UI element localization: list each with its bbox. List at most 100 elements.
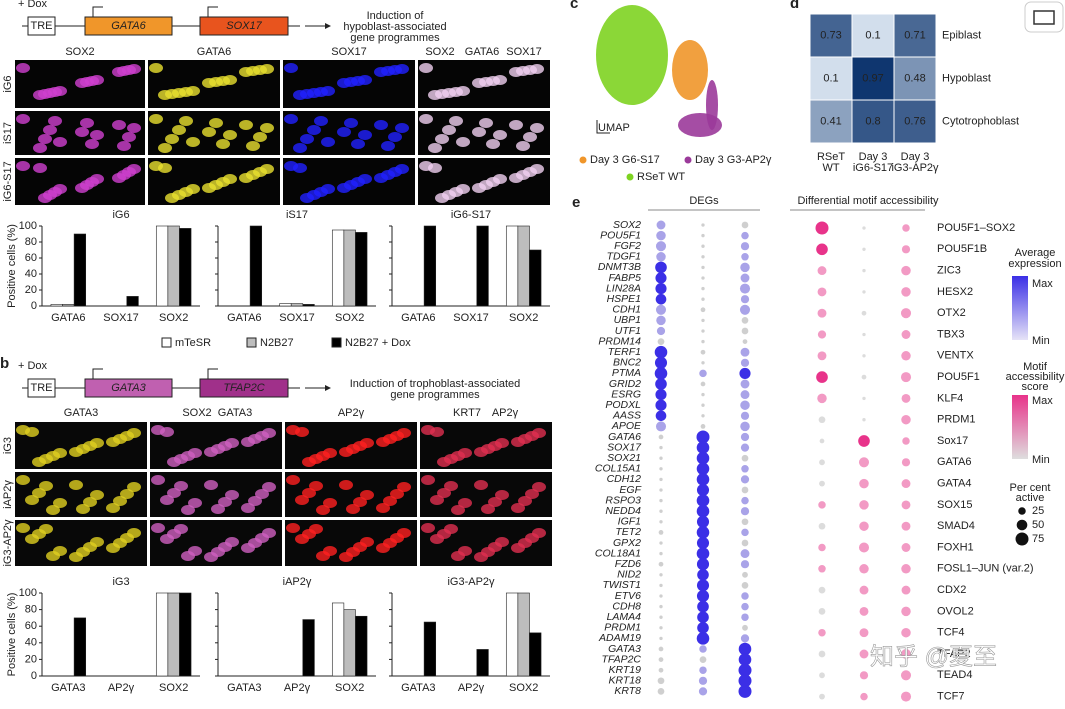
gene-dot (656, 230, 666, 241)
motif-label: CDX2 (937, 584, 966, 596)
dox-label: + Dox (18, 360, 48, 372)
nucleus (241, 503, 255, 513)
motif-dot (858, 542, 870, 553)
gene-dot (655, 272, 667, 284)
bar (302, 304, 315, 307)
nucleus (165, 134, 179, 144)
gene-label: PODXL (605, 399, 641, 411)
nucleus (419, 63, 433, 73)
nucleus (106, 437, 120, 447)
gene-dot (698, 676, 708, 685)
gene-dot (659, 626, 663, 630)
gene-label: TFAP2C (602, 653, 642, 665)
legend-title: Per cent (1010, 482, 1051, 494)
motif-label: GATA6 (937, 456, 971, 468)
image-label: KRT7 (453, 407, 481, 419)
nucleus (83, 497, 97, 507)
heatmap-cell (851, 56, 895, 101)
gene-dot (741, 221, 749, 229)
legend-label: Min (1032, 335, 1050, 347)
nucleus (523, 132, 537, 142)
motif-dot (901, 393, 911, 403)
motif-dot (900, 670, 912, 681)
legend-title: Average (1015, 247, 1056, 259)
row-label: Epiblast (942, 29, 981, 41)
gene-dot (740, 560, 750, 569)
gene-dot (698, 687, 708, 696)
legend-label: mTeSR (175, 337, 211, 349)
nucleus (149, 114, 163, 124)
motif-dot (901, 414, 911, 425)
bar (517, 592, 530, 677)
image-label: SOX17 (331, 46, 366, 58)
column-label: WT (822, 162, 839, 174)
nucleus (106, 543, 120, 553)
nucleus (223, 130, 237, 140)
gene-dot (658, 561, 664, 567)
motif-dot (817, 287, 827, 297)
nucleus (307, 125, 321, 135)
nucleus (53, 498, 67, 508)
motif-dot (900, 372, 912, 383)
gene-label: BNC2 (613, 357, 641, 369)
nucleus (248, 496, 262, 506)
nucleus (255, 489, 269, 499)
construct-box (199, 378, 289, 398)
gene-dot (655, 399, 667, 411)
nucleus (376, 543, 390, 553)
gene-dot (740, 400, 750, 410)
nucleus (339, 447, 353, 457)
gene-dot (741, 582, 749, 589)
nucleus (374, 120, 388, 130)
x-tick-label: SOX2 (509, 312, 538, 324)
bar (355, 232, 368, 307)
nucleus (293, 163, 307, 173)
gene-dot (655, 410, 667, 422)
nucleus (284, 114, 298, 124)
gene-dot (740, 549, 750, 559)
legend-label: Day 3 G3-AP2γ (695, 154, 772, 166)
nucleus (421, 523, 435, 533)
image-label: SOX2 (182, 407, 211, 419)
gene-label: AASS (612, 410, 641, 422)
gene-label: CDH1 (612, 304, 641, 316)
chart-title: iS17 (286, 209, 308, 221)
nucleus (435, 193, 449, 203)
heatmap-cell (851, 99, 895, 144)
gene-dot (701, 265, 705, 270)
bar (62, 304, 75, 307)
nucleus (472, 127, 486, 137)
motif-dot (816, 371, 828, 383)
legend-label: 75 (1032, 533, 1044, 545)
cell-label: 0.8 (865, 115, 880, 127)
nucleus (419, 114, 433, 124)
gene-dot (701, 244, 705, 248)
gene-label: COL15A1 (595, 463, 641, 475)
nucleus (339, 552, 353, 562)
gene-dot (741, 486, 749, 494)
motif-dot (901, 585, 911, 595)
nucleus (25, 495, 39, 505)
nucleus (172, 125, 186, 135)
nucleus (158, 163, 172, 173)
nucleus (376, 437, 390, 447)
gene-dot (655, 283, 667, 295)
cell-label: 0.1 (865, 29, 880, 41)
nucleus (430, 495, 444, 505)
gene-dot (741, 518, 749, 526)
motif-label: PRDM1 (937, 414, 976, 426)
motif-dot (859, 628, 869, 638)
gene-label: FZD6 (615, 558, 641, 570)
gene-dot (740, 411, 750, 420)
bar (279, 303, 292, 307)
corner-button[interactable] (1024, 1, 1064, 33)
gene-dot (741, 528, 749, 537)
motif-dot (900, 648, 912, 660)
nucleus (33, 143, 47, 153)
gene-label: ADAM19 (598, 632, 641, 644)
construct-label: TFAP2C (223, 382, 264, 394)
gene-dot (741, 539, 749, 547)
motif-dot (818, 608, 826, 615)
row-label: iG3-AP2γ (2, 519, 14, 567)
y-tick-label: 60 (25, 252, 37, 264)
